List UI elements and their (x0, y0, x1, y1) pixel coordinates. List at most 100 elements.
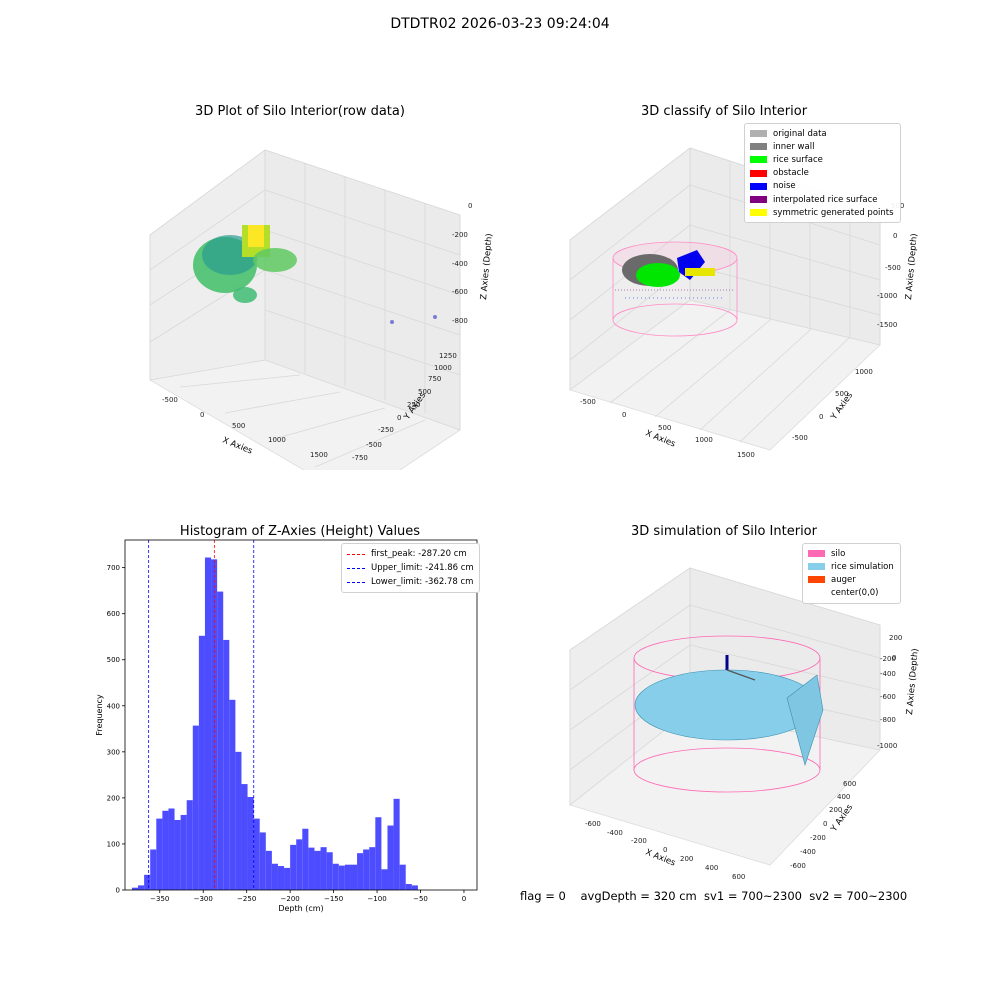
simulation-z-tick: -400 (880, 670, 896, 678)
classify-z-tick: -1500 (877, 321, 897, 329)
legend-label: obstacle (773, 168, 809, 179)
x-tick-label: −50 (413, 895, 428, 903)
histogram-bar (344, 864, 351, 890)
classify-x-tick: 500 (658, 424, 671, 432)
histogram-x-label: Depth (cm) (278, 904, 323, 913)
histogram-bar (217, 591, 224, 890)
raw-y-ticks: -750 -500 -250 0 250 500 750 1000 1250 (352, 352, 457, 462)
histogram-title: Histogram of Z-Axies (Height) Values (179, 524, 421, 539)
histogram-y-label: Frequency (95, 694, 104, 736)
legend-line (347, 553, 365, 555)
simulation-y-tick: -400 (800, 848, 816, 856)
legend-label: symmetric generated points (773, 207, 894, 218)
legend-swatch (808, 550, 825, 558)
histogram-bar (271, 863, 278, 890)
histogram-bar (308, 847, 315, 890)
histogram-bar (168, 808, 175, 890)
histogram-bar (302, 828, 309, 890)
histogram-bar (204, 557, 212, 890)
simulation-x-tick: -600 (585, 820, 601, 828)
legend-entry: inner wall (750, 140, 894, 153)
legend-entry: center(0,0) (808, 587, 894, 600)
legend-entry: original data (750, 127, 894, 140)
y-tick-label: 600 (107, 610, 120, 618)
raw-z-ticks: -800 -600 -400 -200 0 (452, 202, 472, 325)
simulation-x-tick: 0 (663, 846, 667, 854)
classify-x-tick: 0 (622, 411, 626, 419)
classify-legend: original data inner wall rice surface ob… (744, 123, 901, 224)
histogram-bar (381, 869, 388, 890)
legend-entry: first_peak: -287.20 cm (347, 547, 474, 561)
histogram-bar (247, 796, 254, 890)
raw-y-tick: -250 (378, 426, 394, 434)
classify-y-tick: 1000 (855, 368, 873, 376)
legend-swatch (750, 196, 767, 204)
legend-label: first_peak: -287.20 cm (371, 549, 467, 559)
legend-entry: obstacle (750, 167, 894, 180)
raw-z-label: Z Axies (Depth) (479, 233, 495, 300)
raw-z-tick: -600 (452, 288, 468, 296)
histogram-bar (211, 559, 218, 890)
raw-z-tick: 0 (468, 202, 472, 210)
legend-swatch (750, 130, 767, 138)
simulation-x-tick: 400 (705, 864, 718, 872)
classify-z-tick: 0 (893, 232, 897, 240)
histogram-bar (387, 825, 394, 890)
legend-swatch (750, 169, 767, 177)
histogram-bar (369, 847, 376, 890)
legend-label: interpolated rice surface (773, 194, 878, 205)
histogram-bar (131, 887, 139, 890)
simulation-z-tick: -1000 (877, 742, 897, 750)
simulation-plot-title: 3D simulation of Silo Interior (631, 524, 817, 539)
raw-x-tick: -500 (162, 396, 178, 404)
simulation-x-tick: 600 (732, 873, 745, 880)
legend-swatch (750, 182, 767, 190)
simulation-z-tick: -200 (880, 655, 896, 663)
simulation-x-tick: -200 (631, 837, 647, 845)
legend-label: silo (831, 548, 846, 559)
simulation-z-ticks: -1000 -800 -600 -400 -200 0 200 (877, 634, 902, 750)
x-tick-label: −200 (281, 895, 300, 903)
histogram-bar (223, 639, 230, 890)
simulation-z-tick: 0 (892, 654, 896, 662)
histogram-bar (186, 800, 193, 890)
classify-z-tick: -500 (885, 264, 901, 272)
histogram-bar (357, 853, 364, 890)
simulation-surface (633, 635, 824, 793)
histogram-chart: −350 −300 −250 −200 −150 −100 −50 0 0 100 200 300 4… (95, 539, 478, 913)
simulation-legend: silo rice simulation auger center(0,0) (802, 543, 901, 604)
y-tick-label: 200 (107, 794, 120, 802)
legend-swatch (808, 576, 825, 584)
legend-swatch (808, 563, 825, 571)
histogram-bar (180, 814, 187, 890)
legend-swatch (750, 156, 767, 164)
simulation-3d-plot: -600 -400 -200 0 200 400 600 X Axies -60… (569, 567, 921, 880)
legend-line (347, 581, 365, 583)
y-tick-label: 100 (107, 840, 120, 848)
histogram-bar (144, 874, 151, 890)
simulation-y-tick: 600 (843, 780, 856, 788)
raw-3d-plot: -500 0 500 1000 1500 X Axies -750 -500 -… (149, 149, 495, 470)
raw-x-tick: 0 (200, 411, 204, 419)
legend-swatch (750, 209, 767, 217)
y-tick-label: 700 (107, 564, 120, 572)
histogram-bar (150, 849, 157, 890)
legend-label: auger (831, 574, 856, 585)
histogram-bar (253, 818, 260, 890)
histogram-bar (284, 867, 291, 890)
legend-label: rice simulation (831, 561, 894, 572)
raw-plot-title: 3D Plot of Silo Interior(row data) (195, 104, 405, 119)
raw-z-tick: -200 (452, 231, 468, 239)
raw-point-cloud (193, 225, 437, 324)
raw-y-tick: 1000 (434, 364, 452, 372)
histogram-bar (229, 699, 236, 890)
legend-entry: noise (750, 180, 894, 193)
raw-y-tick: -750 (352, 454, 368, 462)
raw-y-tick: -500 (366, 441, 382, 449)
legend-swatch (750, 143, 767, 151)
simulation-y-ticks: -600 -400 -200 0 200 400 600 (790, 780, 856, 870)
histogram-bar (393, 798, 400, 890)
classify-plot-title: 3D classify of Silo Interior (640, 104, 808, 119)
histogram-bar (296, 839, 303, 890)
y-tick-label: 500 (107, 656, 120, 664)
